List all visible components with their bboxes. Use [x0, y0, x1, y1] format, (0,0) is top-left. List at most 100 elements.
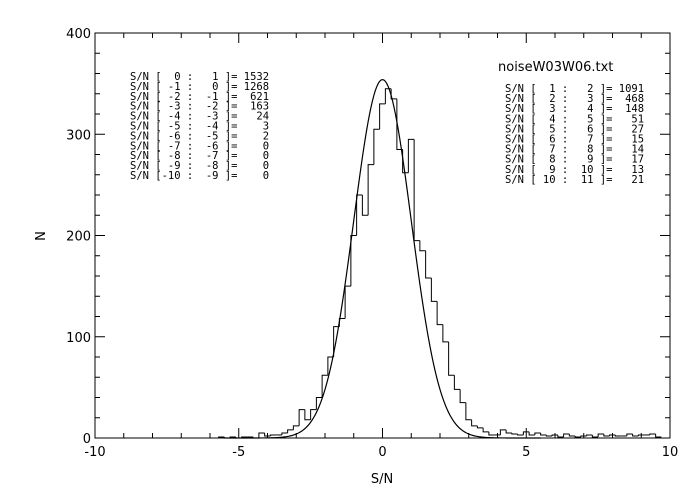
histogram-bin	[471, 419, 478, 427]
histogram-bin	[540, 432, 547, 436]
histogram-bin	[430, 278, 438, 302]
annotation-left-line: S/N [ -4 : -3 ]= 24	[130, 111, 269, 123]
annotation-left-line: S/N [ -7 : -6 ]= 0	[130, 140, 269, 152]
histogram-bin	[505, 429, 512, 434]
histogram-bin	[528, 431, 535, 436]
histogram-bin	[367, 164, 374, 216]
histogram-bin	[603, 433, 610, 437]
histogram-bin	[436, 301, 443, 326]
annotation-right-line: S/N [ 8 : 9 ]= 17	[505, 154, 644, 166]
y-tick-label: 300	[66, 128, 91, 143]
x-tick-label: 0	[378, 445, 386, 460]
annotation-right-line: S/N [ 4 : 5 ]= 51	[505, 113, 644, 125]
annotation-right-line: S/N [ 3 : 4 ]= 148	[505, 103, 644, 115]
annotation-right-line: S/N [ 1 : 2 ]= 1091	[505, 83, 644, 95]
histogram-bin	[637, 434, 645, 436]
y-tick-label: 0	[83, 432, 91, 447]
histogram-bin	[419, 240, 426, 252]
annotation-left-line: S/N [ -1 : 0 ]= 1268	[130, 81, 269, 93]
histogram-bin	[453, 375, 461, 390]
histogram-bin	[586, 434, 593, 436]
histogram-bin	[310, 409, 317, 420]
x-tick-label: 5	[522, 445, 530, 460]
annotation-right-line: S/N [ 9 : 10 ]= 13	[505, 164, 644, 176]
histogram-bin	[379, 103, 386, 130]
annotation-right-line: S/N [ 7 : 8 ]= 14	[505, 144, 644, 156]
annotation-right-line: S/N [ 5 : 6 ]= 27	[505, 123, 644, 135]
histogram-bin	[522, 431, 530, 435]
annotation-left-line: S/N [ 0 : 1 ]= 1532	[130, 71, 269, 83]
histogram-bin	[218, 436, 225, 438]
y-tick-label: 100	[66, 331, 91, 346]
histogram-bin	[632, 433, 639, 437]
histogram-bin	[534, 432, 541, 435]
histogram-bin	[568, 433, 576, 437]
histogram-bin	[321, 374, 328, 398]
histogram-bin	[545, 434, 553, 437]
histogram-bin	[287, 429, 294, 433]
histogram-bin	[465, 402, 472, 421]
histogram-bin	[344, 285, 351, 319]
histogram-bin	[609, 434, 616, 436]
annotation-right-line: S/N [ 10 : 11 ]= 21	[505, 174, 644, 186]
histogram-bin	[264, 432, 271, 437]
annotation-left-line: S/N [ -6 : -5 ]= 2	[130, 130, 269, 142]
histogram-bin	[563, 433, 570, 437]
histogram-bin	[269, 434, 277, 436]
histogram-bin	[511, 432, 518, 435]
histogram-bin	[655, 433, 662, 438]
histogram-bin	[373, 128, 380, 165]
gaussian-layer	[224, 78, 541, 439]
histogram-bin	[361, 195, 369, 216]
histogram-bin	[614, 434, 622, 437]
histogram-bin	[298, 409, 305, 426]
histogram-bin	[488, 431, 495, 436]
histogram-bin	[580, 435, 587, 437]
annotation-right-line: S/N [ 2 : 3 ]= 468	[505, 93, 644, 105]
histogram-bin	[407, 138, 415, 173]
chart-title: noiseW03W06.txt	[498, 60, 613, 75]
annotation-right-line: S/N [ 6 : 7 ]= 15	[505, 134, 644, 146]
y-tick-label: 400	[66, 27, 91, 42]
histogram-bin	[649, 433, 656, 435]
histogram-bin	[476, 425, 484, 429]
annotation-left-line: S/N [ -2 : -1 ]= 621	[130, 91, 269, 103]
y-axis-label: N	[34, 231, 49, 241]
x-tick-label: -10	[84, 445, 105, 460]
histogram-bin	[517, 433, 524, 436]
histogram-bin	[356, 194, 363, 236]
histogram-bin	[557, 434, 564, 438]
histogram-bin	[626, 433, 633, 436]
histogram-bin	[499, 429, 507, 435]
histogram-bin	[333, 326, 340, 357]
histogram-bin	[442, 324, 449, 343]
histogram-bin	[459, 389, 466, 404]
annotation-left-line: S/N [ -3 : -2 ]= 163	[130, 101, 269, 113]
histogram-bin	[327, 356, 334, 376]
histogram-bin	[413, 139, 420, 242]
annotation-left-line: S/N [ -5 : -4 ]= 3	[130, 121, 269, 133]
histogram-bin	[597, 433, 604, 437]
histogram-bin	[258, 432, 265, 438]
histogram-bin	[482, 427, 489, 433]
gaussian-fit-line	[224, 78, 541, 439]
histogram-bin	[448, 341, 455, 376]
histogram-bin	[350, 235, 357, 287]
histogram-bin	[591, 434, 599, 438]
annotation-left-line: S/N [ -8 : -7 ]= 0	[130, 150, 269, 162]
histogram-bin	[574, 435, 581, 438]
histogram-bin	[396, 98, 403, 150]
histogram-bin	[551, 434, 558, 436]
y-tick-label: 200	[66, 230, 91, 245]
annotation-left-line: S/N [ -9 : -8 ]= 0	[130, 160, 269, 172]
x-tick-label: 10	[662, 445, 679, 460]
x-axis-label: S/N	[371, 472, 393, 487]
histogram-bin	[304, 409, 311, 421]
histogram-bin	[425, 250, 432, 279]
x-tick-label: -5	[232, 445, 245, 460]
histogram-bin	[315, 397, 323, 410]
